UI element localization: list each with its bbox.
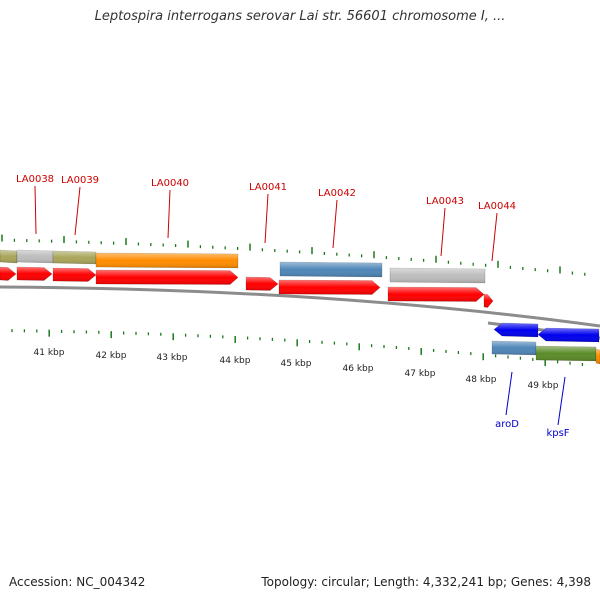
map-title: Leptospira interrogans serovar Lai str. …	[94, 9, 506, 24]
gene-label-la0041[interactable]: LA0041	[249, 182, 287, 193]
kbp-label-41: 41 kbp	[34, 348, 65, 358]
topology-summary: Topology: circular; Length: 4,332,241 bp…	[261, 575, 591, 589]
gene-label-la0038[interactable]: LA0038	[16, 174, 54, 185]
feature-track	[0, 249, 600, 365]
feature-block-gray-shade	[17, 250, 53, 263]
leader-kpsf	[557, 376, 566, 426]
feature-block-steel-shade	[280, 262, 382, 277]
gene-arrow-la0039b-shade	[53, 268, 96, 282]
gene-label-la0040[interactable]: LA0040	[151, 178, 189, 189]
gene-arrow-la0041-shade	[246, 277, 278, 291]
upper-scale-ticks	[1, 234, 586, 276]
kbp-label-48: 48 kbp	[466, 375, 497, 385]
kbp-label-45: 45 kbp	[281, 359, 312, 369]
kbp-label-49: 49 kbp	[528, 381, 559, 391]
leader-la0042	[332, 199, 338, 249]
gene-label-la0039[interactable]: LA0039	[61, 175, 99, 186]
feature-block-orange-lower-shade	[596, 349, 600, 364]
kbp-label-46: 46 kbp	[343, 364, 374, 374]
feature-block-gray-shade	[390, 268, 485, 283]
gene-arrow-la0043-shade	[388, 287, 484, 302]
feature-block-olive-shade	[53, 251, 96, 264]
leader-la0044	[491, 212, 498, 262]
gene-arrow-la0039-shade	[17, 267, 52, 281]
feature-block-olive-shade	[0, 250, 17, 263]
kbp-label-42: 42 kbp	[96, 351, 127, 361]
gene-arrow-la0040-shade	[96, 270, 238, 285]
accession-text: Accession: NC_004342	[9, 575, 146, 589]
lower-scale-ticks	[11, 329, 584, 367]
gene-arrow-kpsf-shade	[538, 328, 599, 342]
gene-label-kpsf[interactable]: kpsF	[546, 428, 569, 439]
leader-la0041	[264, 193, 269, 244]
gene-label-la0043[interactable]: LA0043	[426, 196, 464, 207]
gene-label-la0042[interactable]: LA0042	[318, 188, 356, 199]
feature-block-steel-lower-shade	[492, 341, 536, 355]
feature-block-orange-shade	[96, 253, 238, 268]
leader-la0040	[167, 189, 171, 239]
gene-arrow-la0038-shade	[0, 267, 16, 281]
leader-arod	[505, 371, 513, 416]
leader-la0039	[74, 186, 81, 236]
gene-arrow-la0042-shade	[279, 280, 380, 295]
leader-la0038	[34, 185, 37, 235]
gene-arrow-la0044-shade	[484, 294, 493, 308]
kbp-label-47: 47 kbp	[405, 369, 436, 379]
feature-block-green-shade	[536, 346, 596, 361]
backbone-line-upper	[0, 285, 600, 328]
label-leaders	[34, 185, 566, 426]
gene-label-la0044[interactable]: LA0044	[478, 201, 516, 212]
kbp-label-43: 43 kbp	[157, 353, 188, 363]
gene-arrow-arod-shade	[494, 323, 538, 337]
leader-la0043	[440, 207, 446, 257]
gene-label-arod[interactable]: aroD	[495, 419, 519, 430]
kbp-label-44: 44 kbp	[220, 356, 251, 366]
